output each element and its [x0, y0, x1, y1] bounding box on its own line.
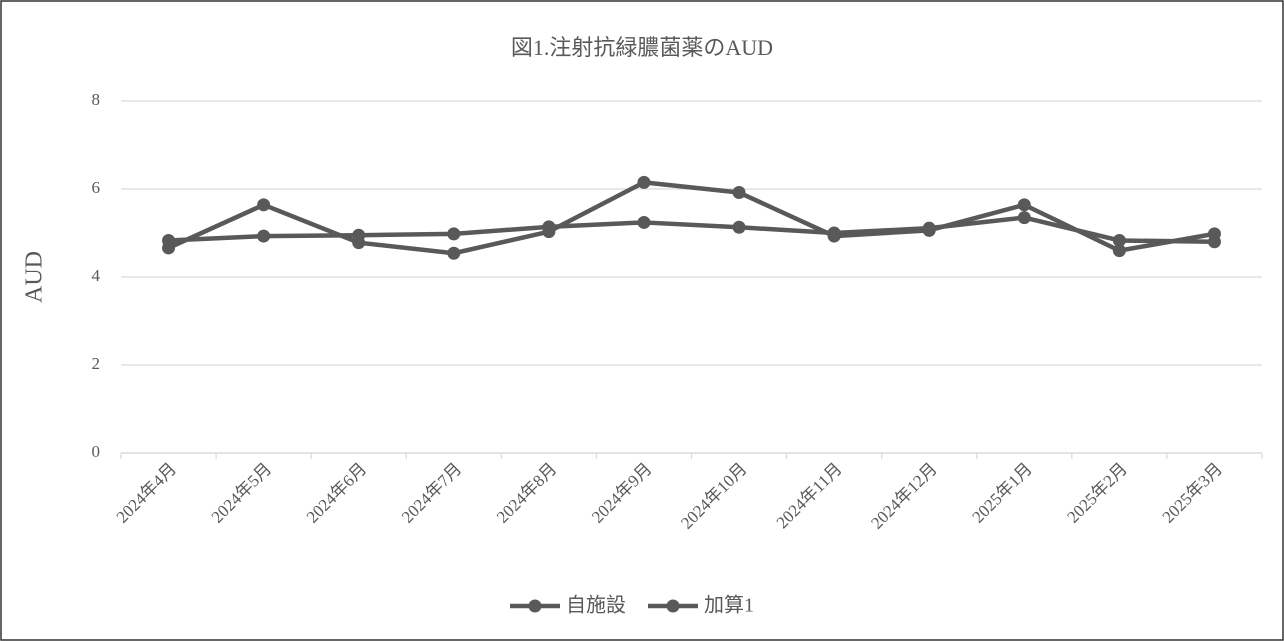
y-tick-label: 6 — [92, 178, 101, 197]
point — [1017, 211, 1031, 225]
point — [637, 175, 651, 189]
point — [1017, 198, 1031, 212]
y-tick-label: 2 — [92, 354, 101, 373]
point — [922, 221, 936, 235]
y-axis-label: AUD — [22, 251, 48, 303]
legend-marker — [528, 599, 542, 613]
legend-marker — [666, 599, 680, 613]
point — [257, 198, 271, 212]
y-tick-label: 8 — [92, 90, 101, 109]
point — [542, 220, 556, 234]
point — [257, 229, 271, 243]
point — [732, 220, 746, 234]
point — [827, 226, 841, 240]
point — [447, 246, 461, 260]
chart-title: 図1.注射抗緑膿菌薬のAUD — [511, 35, 773, 60]
point — [352, 228, 366, 242]
y-tick-label: 4 — [92, 266, 101, 285]
y-tick-label: 0 — [92, 442, 101, 461]
legend-label: 自施設 — [566, 594, 626, 617]
point — [637, 215, 651, 229]
point — [447, 227, 461, 241]
legend-label: 加算1 — [704, 594, 754, 617]
point — [732, 186, 746, 200]
point — [1207, 235, 1221, 249]
point — [1112, 233, 1126, 247]
point — [162, 233, 176, 247]
series-line — [168, 215, 1215, 245]
point — [1112, 244, 1126, 258]
